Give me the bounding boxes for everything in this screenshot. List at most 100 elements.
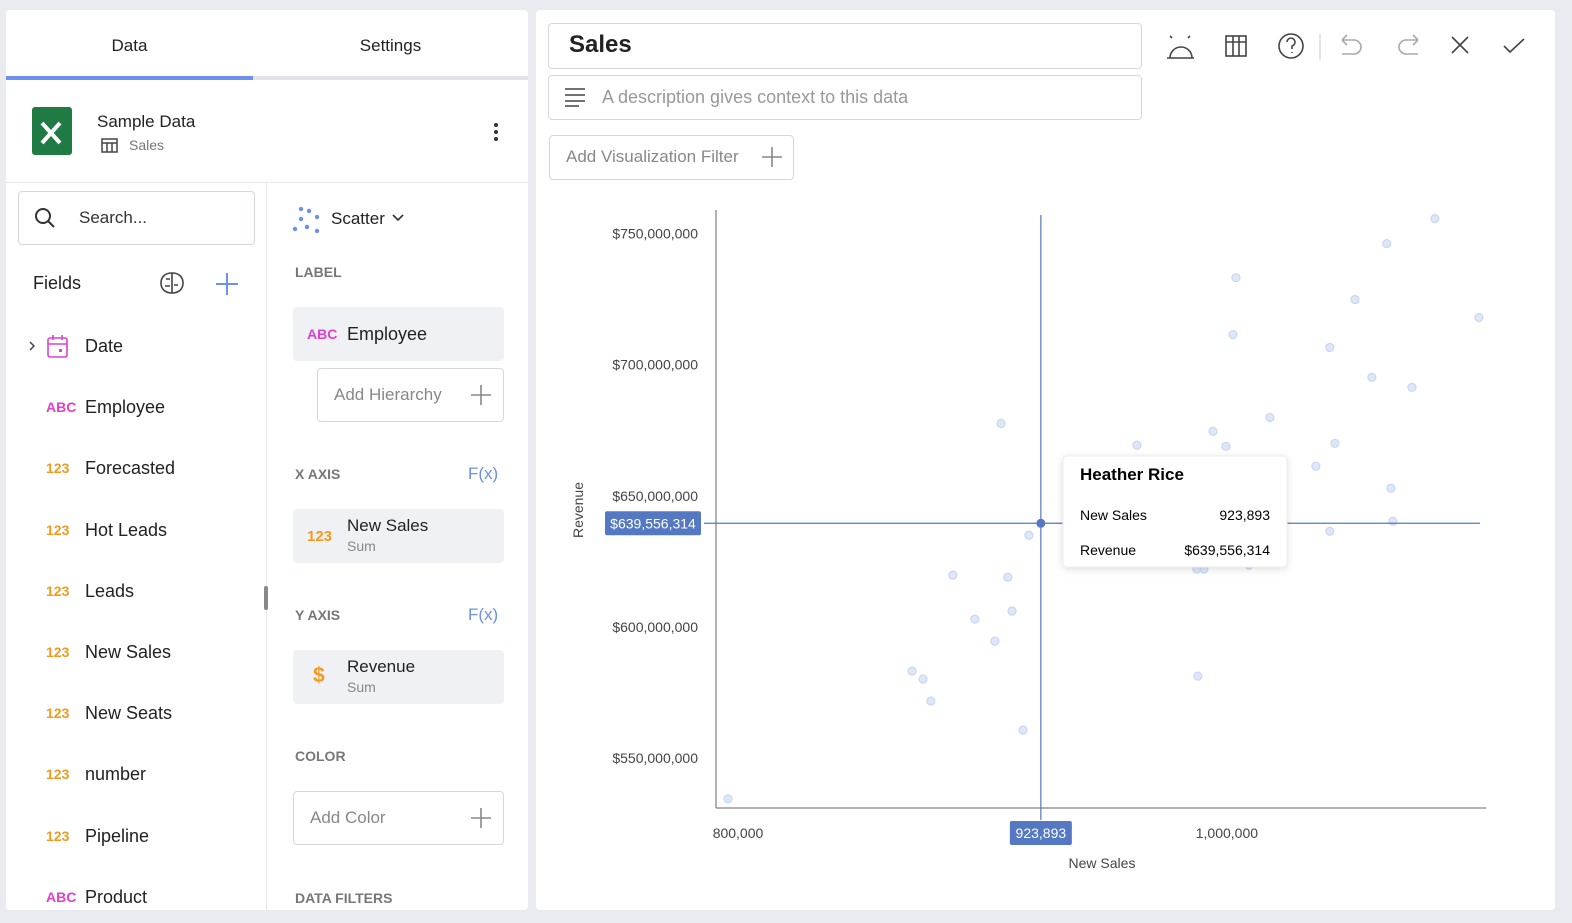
tooltip-key: New Sales	[1080, 507, 1147, 523]
add-hierarchy-label[interactable]: Add Hierarchy	[334, 385, 442, 404]
title[interactable]: Sales	[569, 31, 632, 58]
search-box[interactable]	[18, 191, 255, 245]
data-point	[926, 696, 936, 706]
more-menu[interactable]	[492, 122, 500, 144]
section-heading: LABEL	[295, 264, 342, 280]
data-point	[1330, 438, 1340, 449]
label-field[interactable]	[293, 307, 504, 361]
scatter-chart: $550,000,000 $600,000,000 $650,000,000 $700…	[570, 210, 1486, 871]
title-box[interactable]	[548, 23, 1142, 69]
table-icon	[101, 138, 118, 153]
highlight-point	[1036, 518, 1046, 528]
type-badge: 123	[46, 521, 70, 538]
lines-icon	[565, 88, 585, 107]
y-crosshair-label: $639,556,314	[610, 515, 696, 531]
filter-button[interactable]	[549, 135, 794, 180]
field-name[interactable]: Hot Leads	[85, 519, 168, 540]
tab-data[interactable]: Data	[111, 36, 148, 55]
type-badge: $	[313, 664, 325, 687]
data-point	[1311, 461, 1321, 471]
data-point	[996, 418, 1006, 429]
fx-button[interactable]: F(x)	[468, 605, 499, 624]
section-heading: COLOR	[295, 748, 346, 764]
x-tick-label: 800,000	[713, 825, 764, 841]
field-name[interactable]: Date	[85, 336, 124, 356]
type-badge: 123	[46, 766, 70, 783]
chart-type[interactable]: Scatter	[331, 209, 385, 228]
confirm[interactable]	[1503, 38, 1525, 54]
help[interactable]	[1278, 33, 1304, 59]
aggregation: Sum	[347, 679, 376, 695]
tooltip-value: $639,556,314	[1184, 542, 1270, 558]
data-point	[1265, 412, 1275, 423]
data-point	[1228, 329, 1238, 340]
data-point	[1007, 606, 1017, 616]
field-name[interactable]: New Sales	[85, 642, 172, 662]
plus-icon	[762, 147, 782, 167]
plus-icon	[471, 385, 491, 405]
type-badge: ABC	[307, 326, 338, 342]
data-point	[1003, 572, 1013, 582]
data-point	[1132, 440, 1142, 450]
y-tick-label: $550,000,000	[612, 750, 698, 766]
source-table: Sales	[129, 137, 165, 153]
tab-settings[interactable]: Settings	[359, 36, 422, 55]
y-tick-label: $650,000,000	[612, 488, 698, 504]
data-point	[907, 666, 917, 676]
section-heading: Y AXIS	[295, 607, 341, 623]
add-color[interactable]	[293, 791, 504, 845]
x-axis-title: New Sales	[1069, 855, 1136, 871]
close[interactable]	[1451, 36, 1469, 54]
field-name[interactable]: number	[85, 764, 147, 785]
y-axis-field[interactable]	[293, 650, 504, 704]
description-box[interactable]	[548, 75, 1142, 120]
filter-label[interactable]: Add Visualization Filter	[566, 147, 739, 166]
type-badge: 123	[46, 705, 70, 722]
plus-icon	[471, 808, 491, 828]
data-point	[1350, 294, 1360, 305]
ai-icon[interactable]	[159, 271, 185, 295]
source-name: Sample Data	[97, 112, 196, 131]
field-name[interactable]: New Seats	[85, 703, 173, 724]
table-view[interactable]	[1225, 35, 1247, 57]
field-name[interactable]: Leads	[85, 580, 135, 601]
fx-button[interactable]: F(x)	[468, 464, 499, 483]
tooltip-title: Heather Rice	[1080, 465, 1184, 484]
calendar-icon	[29, 335, 68, 358]
chevron-down[interactable]	[392, 213, 404, 223]
field-name: Revenue	[347, 657, 416, 676]
data-point	[1386, 483, 1396, 493]
field-name[interactable]: Employee	[85, 397, 166, 418]
data-point	[1325, 342, 1335, 353]
splitter[interactable]	[264, 586, 268, 610]
excel-icon	[32, 107, 72, 155]
field-name[interactable]: Pipeline	[85, 825, 150, 846]
x-axis-field[interactable]	[293, 509, 504, 563]
scatter-icon	[292, 206, 320, 234]
fields-heading: Fields	[33, 273, 82, 293]
y-crosshair-badge	[605, 511, 701, 536]
description[interactable]: A description gives context to this data	[602, 87, 909, 107]
data-point	[1208, 426, 1218, 436]
calendar-icon	[26, 334, 72, 365]
ai-insights[interactable]	[1167, 35, 1194, 59]
undo[interactable]	[1341, 34, 1362, 55]
data-point	[1367, 372, 1377, 382]
field-name[interactable]: Product	[85, 886, 148, 907]
tab-track	[6, 76, 528, 80]
type-badge: 123	[46, 644, 70, 660]
data-point	[723, 794, 733, 804]
type-badge: 123	[46, 582, 70, 599]
data-point	[1221, 441, 1231, 451]
tooltip-value: 923,893	[1219, 507, 1270, 523]
redo[interactable]	[1398, 34, 1419, 55]
search-placeholder[interactable]: Search...	[79, 208, 148, 227]
field-name[interactable]: Forecasted	[85, 458, 176, 479]
add-field[interactable]	[214, 271, 240, 297]
y-tick-label: $600,000,000	[612, 619, 698, 635]
divider	[266, 183, 267, 910]
add-color-label[interactable]: Add Color	[310, 808, 386, 827]
right-panel: Sales A description gives context to thi…	[536, 10, 1555, 910]
type-badge: 123	[46, 827, 70, 844]
